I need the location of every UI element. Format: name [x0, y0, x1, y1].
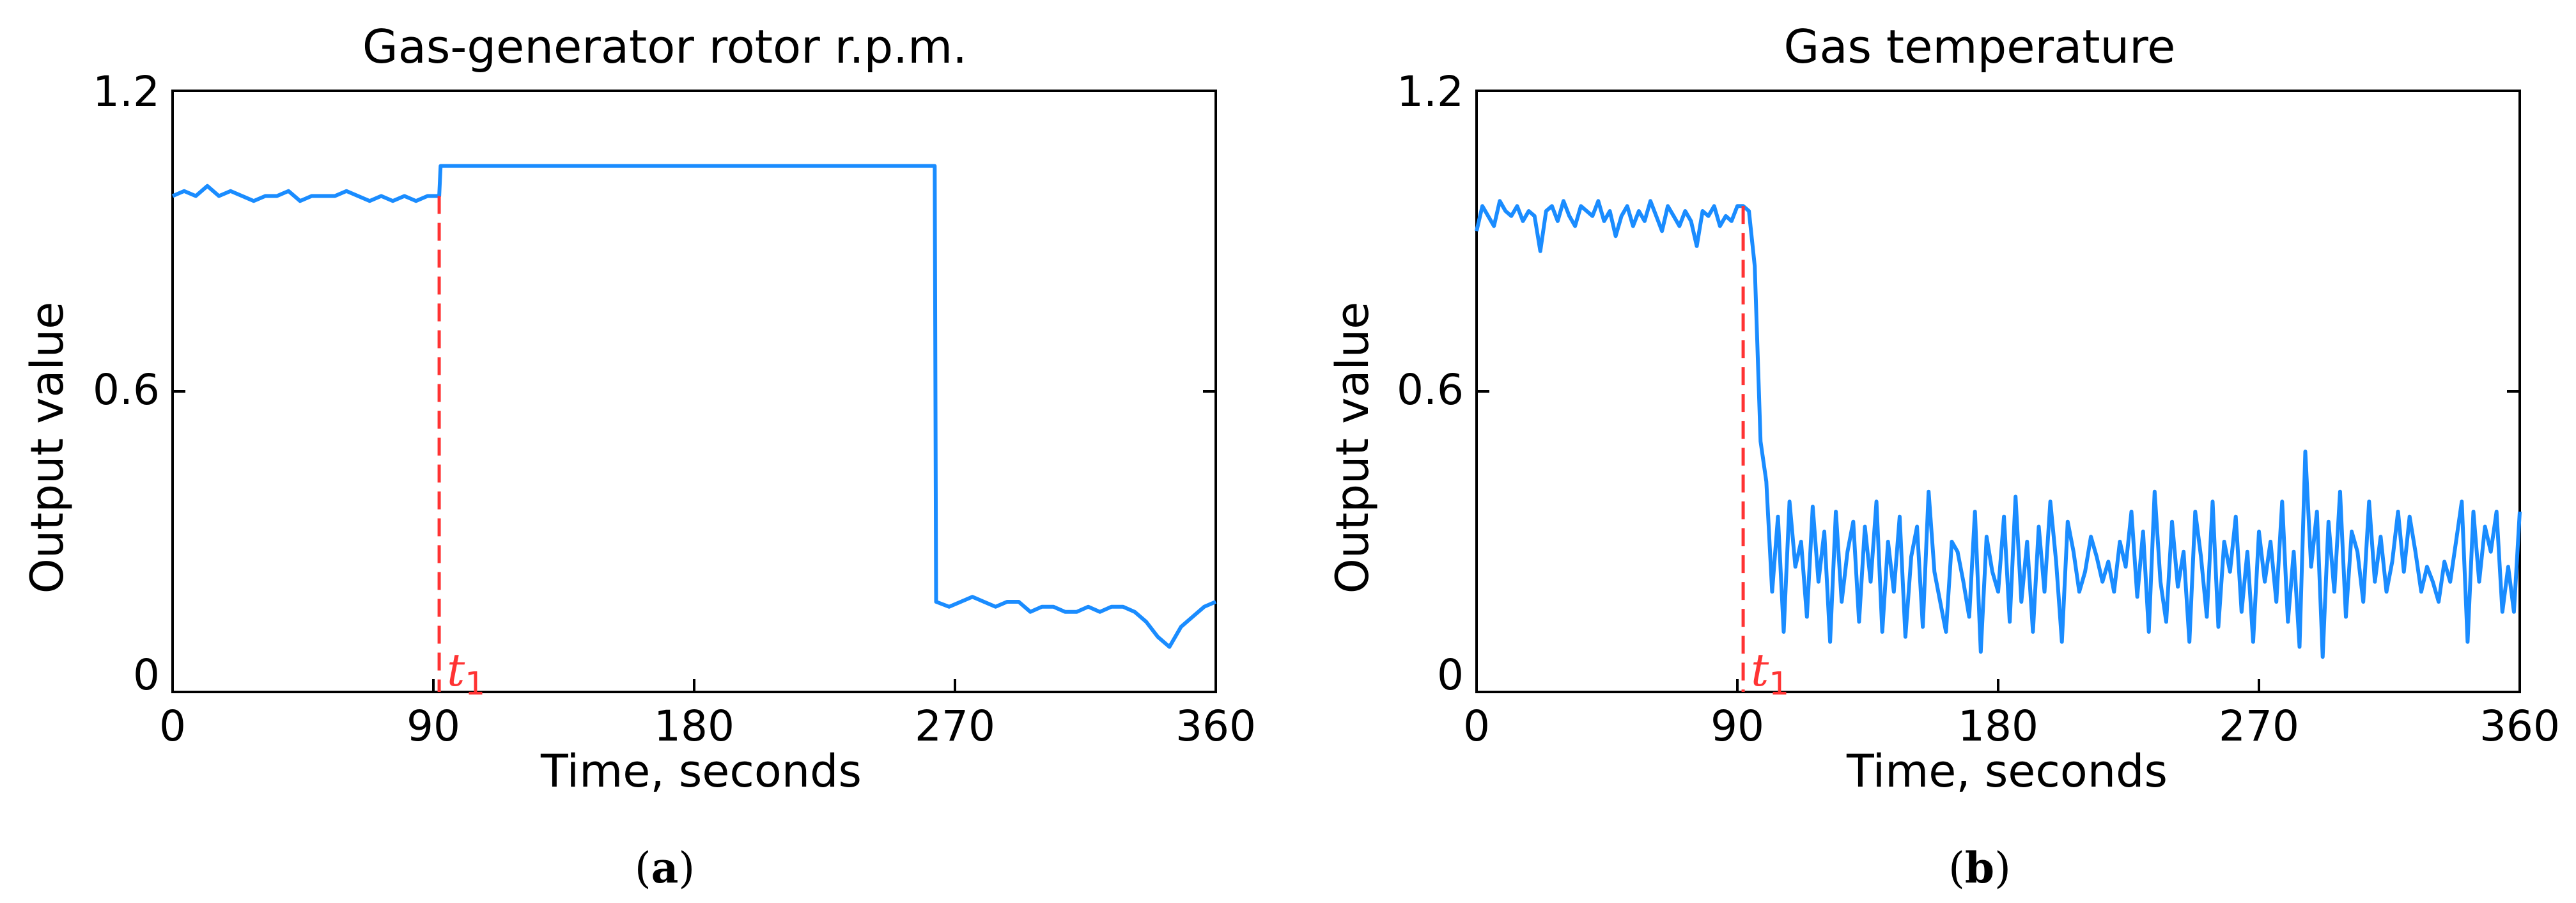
- y-tick-label: 0.6: [1397, 365, 1464, 414]
- panel-caption-open: (: [1948, 844, 1965, 893]
- y-axis-label-a: Output value: [21, 302, 74, 594]
- series-layer-a: [171, 164, 1217, 649]
- panel-caption-close: ): [1994, 844, 2011, 893]
- chart-title-b: Gas temperature: [1784, 20, 2176, 74]
- x-ticks-a: 0 90 180 270 360: [159, 679, 1256, 751]
- y-tick-label: 0.6: [93, 365, 160, 414]
- panel-caption-text-a: (a): [635, 843, 695, 893]
- marker-label-b: t1: [1751, 644, 1789, 702]
- marker-label-subscript: 1: [465, 665, 485, 702]
- panel-caption-b: (b): [1948, 843, 2011, 893]
- x-axis-label-a: Time, seconds: [540, 745, 862, 797]
- panel-caption-text-b: (b): [1948, 843, 2011, 893]
- series-line-a-0: [171, 164, 1217, 649]
- x-tick-label: 180: [1958, 702, 2038, 751]
- x-tick-label: 360: [2479, 702, 2560, 751]
- panel-caption-open: (: [635, 844, 651, 893]
- marker-label-main: t: [1751, 644, 1769, 696]
- plot-frame-a: [171, 90, 1217, 693]
- marker-label-main: t: [447, 644, 465, 696]
- x-tick-label: 360: [1175, 702, 1256, 751]
- panel-b: Gas temperature Output value Time, secon…: [1326, 20, 2560, 893]
- y-tick-label: 1.2: [1397, 67, 1464, 116]
- x-tick-label: 90: [407, 702, 460, 751]
- marker-layer-a: t1: [437, 196, 485, 702]
- panel-caption-a: (a): [635, 843, 695, 893]
- chart-title-a: Gas-generator rotor r.p.m.: [362, 20, 967, 74]
- panel-caption-letter-b: b: [1965, 843, 1994, 893]
- y-tick-label: 0: [1437, 650, 1464, 700]
- marker-label-a: t1: [447, 644, 485, 702]
- x-tick-label: 90: [1711, 702, 1764, 751]
- x-tick-label: 0: [159, 702, 186, 751]
- y-ticks-b: 0 0.6 1.2: [1397, 67, 2520, 700]
- panel-caption-letter-a: a: [651, 843, 679, 893]
- x-tick-label: 270: [2219, 702, 2299, 751]
- panel-a: Gas-generator rotor r.p.m. Output value …: [21, 20, 1256, 893]
- y-ticks-a: 0 0.6 1.2: [93, 67, 1216, 700]
- x-tick-label: 0: [1463, 702, 1490, 751]
- series-layer-b: [1475, 199, 2522, 659]
- y-tick-label: 1.2: [93, 67, 160, 116]
- marker-label-subscript: 1: [1769, 665, 1789, 702]
- panel-caption-close: ): [678, 844, 695, 893]
- y-axis-label-b: Output value: [1326, 302, 1379, 594]
- y-tick-label: 0: [133, 650, 160, 700]
- series-line-b-0: [1475, 199, 2522, 659]
- x-axis-label-b: Time, seconds: [1846, 745, 2168, 797]
- marker-layer-b: t1: [1741, 206, 1789, 702]
- x-ticks-b: 0 90 180 270 360: [1463, 679, 2560, 751]
- x-tick-label: 180: [654, 702, 734, 751]
- x-tick-label: 270: [915, 702, 995, 751]
